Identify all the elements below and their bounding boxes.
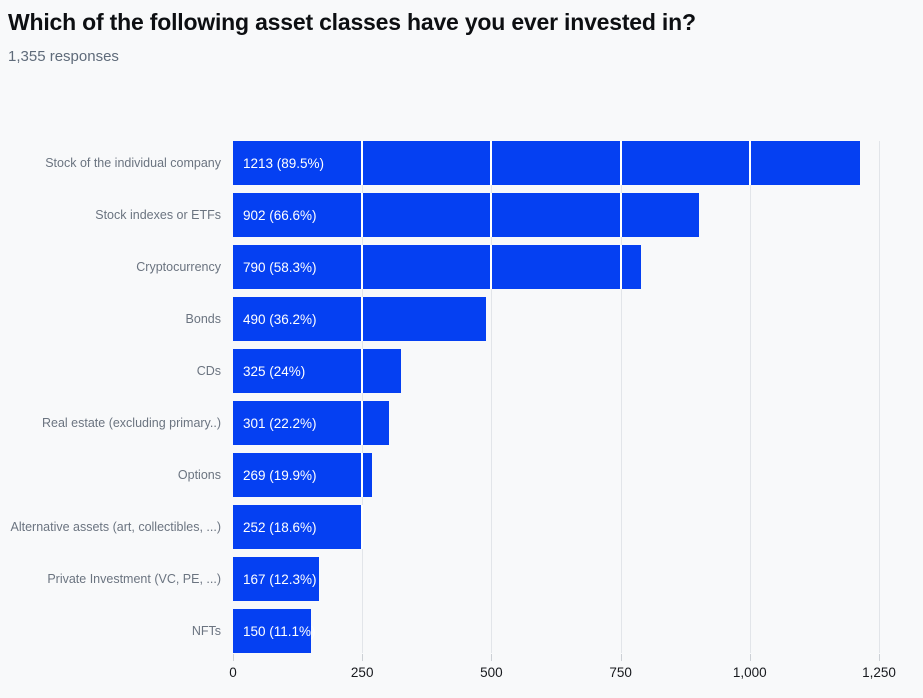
x-axis-tick [620, 654, 622, 661]
category-label: Cryptocurrency [136, 260, 221, 274]
gridlines-layer [233, 141, 880, 653]
gridline-on-bar [619, 141, 622, 185]
bar: 252 (18.6%) [233, 505, 364, 549]
chart-rows: Stock of the individual company 1213 (89.… [0, 141, 879, 653]
bar-value-label: 269 (19.9%) [243, 467, 317, 483]
chart-row: Stock indexes or ETFs 902 (66.6%) [0, 193, 879, 237]
bar-track: 325 (24%) [233, 349, 879, 393]
chart-title: Which of the following asset classes hav… [8, 9, 696, 35]
chart-row: Stock of the individual company 1213 (89.… [0, 141, 879, 185]
bar: 902 (66.6%) [233, 193, 700, 237]
gridline [620, 141, 622, 653]
bar-value-label: 150 (11.1%) [243, 623, 316, 639]
bar-value-label: 252 (18.6%) [243, 519, 317, 535]
gridline-on-bar [361, 193, 364, 237]
x-axis-tick [362, 654, 364, 661]
chart-row: CDs 325 (24%) [0, 349, 879, 393]
bar: 325 (24%) [233, 349, 401, 393]
gridline-on-bar [361, 401, 364, 445]
bar: 269 (19.9%) [233, 453, 373, 497]
x-axis-tick [233, 654, 234, 661]
bar: 167 (12.3%) [233, 557, 320, 601]
category-label: NFTs [191, 624, 221, 638]
category-label: Alternative assets (art, collectibles, .… [10, 520, 222, 534]
gridline-on-bar [490, 245, 493, 289]
response-count: 1,355 responses [8, 48, 119, 65]
bar-track: 790 (58.3%) [233, 245, 879, 289]
gridline-on-bar [361, 141, 364, 185]
category-label: Stock of the individual company [45, 156, 221, 170]
chart-row: Cryptocurrency 790 (58.3%) [0, 245, 879, 289]
bar-track: 252 (18.6%) [233, 505, 879, 549]
gridline-on-bar [619, 245, 622, 289]
category-label: Stock indexes or ETFs [95, 208, 221, 222]
x-axis-tick-label: 750 [609, 665, 632, 680]
gridline-on-bar [490, 193, 493, 237]
category-label: Bonds [185, 312, 221, 326]
horizontal-bar-chart: Stock of the individual company 1213 (89.… [0, 141, 896, 680]
gridline-on-bar [490, 141, 493, 185]
bar: 301 (22.2%) [233, 401, 389, 445]
bar-value-label: 490 (36.2%) [243, 311, 317, 327]
bar-value-label: 1213 (89.5%) [243, 155, 325, 171]
gridline-on-bar [361, 245, 364, 289]
bar-track: 902 (66.6%) [233, 193, 879, 237]
bar: 150 (11.1%) [233, 609, 316, 653]
bar: 790 (58.3%) [233, 245, 642, 289]
x-axis-tick-label: 0 [229, 665, 237, 680]
x-axis-tick-label: 250 [350, 665, 374, 680]
chart-row: Alternative assets (art, collectibles, .… [0, 505, 879, 549]
gridline-on-bar [619, 193, 622, 237]
x-axis-tick [879, 654, 880, 661]
x-axis-tick-label: 500 [480, 665, 503, 680]
bar-value-label: 301 (22.2%) [243, 415, 317, 431]
x-axis-tick [491, 654, 493, 661]
gridline-on-bar [361, 297, 364, 341]
gridline [362, 141, 364, 653]
bar-value-label: 325 (24%) [243, 363, 306, 379]
bar: 490 (36.2%) [233, 297, 487, 341]
gridline-on-bar [361, 349, 364, 393]
bar-track: 167 (12.3%) [233, 557, 879, 601]
bar-value-label: 790 (58.3%) [243, 259, 317, 275]
chart-row: Real estate (excluding primary..) 301 (22… [0, 401, 879, 445]
chart-row: Bonds 490 (36.2%) [0, 297, 879, 341]
bar-track: 1213 (89.5%) [233, 141, 879, 185]
bar-value-label: 902 (66.6%) [243, 207, 317, 223]
category-label: Options [177, 468, 221, 482]
x-axis-tick-label: 1,250 [862, 665, 896, 680]
gridline-on-bar [361, 505, 364, 549]
bar-track: 490 (36.2%) [233, 297, 879, 341]
bar-value-label: 167 (12.3%) [243, 571, 317, 587]
gridline [491, 141, 493, 653]
x-axis: 0 250 500 750 1,000 1,250 [229, 653, 896, 693]
chart-row: Options 269 (19.9%) [0, 453, 879, 497]
category-label: Private Investment (VC, PE, ...) [47, 572, 221, 586]
chart-header: Which of the following asset classes hav… [8, 8, 915, 65]
bar-track: 301 (22.2%) [233, 401, 879, 445]
gridline [879, 141, 880, 653]
bar-track: 269 (19.9%) [233, 453, 879, 497]
x-axis-tick-label: 1,000 [732, 665, 767, 680]
category-label: Real estate (excluding primary..) [41, 416, 221, 430]
bar-track: 150 (11.1%) [233, 609, 879, 653]
gridline-on-bar [361, 453, 364, 497]
gridline-on-bar [748, 141, 751, 185]
chart-row: Private Investment (VC, PE, ...) 167 (12.… [0, 557, 879, 601]
chart-row: NFTs 150 (11.1%) [0, 609, 879, 653]
category-label: CDs [196, 364, 221, 378]
x-axis-tick [749, 654, 751, 661]
bar: 1213 (89.5%) [233, 141, 860, 185]
gridline [749, 141, 751, 653]
